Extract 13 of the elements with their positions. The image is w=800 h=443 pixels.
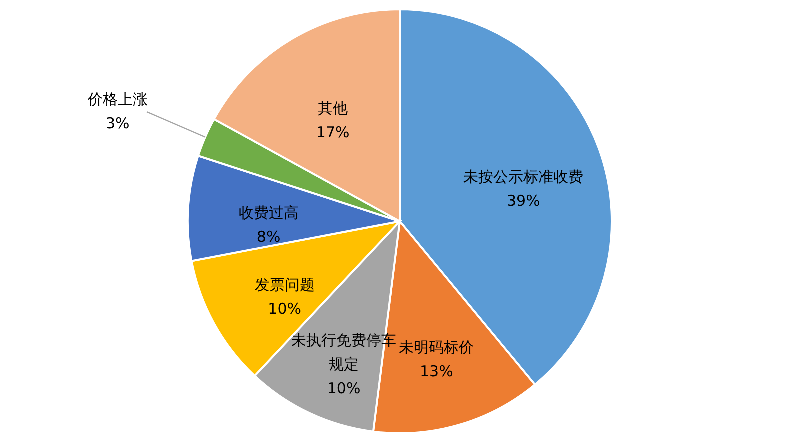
data-label: 8% — [256, 228, 281, 246]
slice-label: 发票问题 — [254, 276, 315, 294]
slice-label: 未按公示标准收费 — [464, 168, 584, 186]
slice-label: 收费过高 — [238, 204, 299, 222]
data-label: 3% — [106, 114, 130, 132]
data-label: 10% — [268, 300, 302, 318]
slice-label: 价格上涨 — [86, 90, 148, 108]
slice-label: 未明码标价 — [399, 338, 474, 357]
slice-label: 其他 — [318, 99, 348, 118]
data-label: 17% — [316, 123, 350, 142]
data-label: 10% — [327, 379, 361, 398]
data-label: 13% — [420, 362, 454, 381]
data-label: 39% — [506, 192, 540, 210]
